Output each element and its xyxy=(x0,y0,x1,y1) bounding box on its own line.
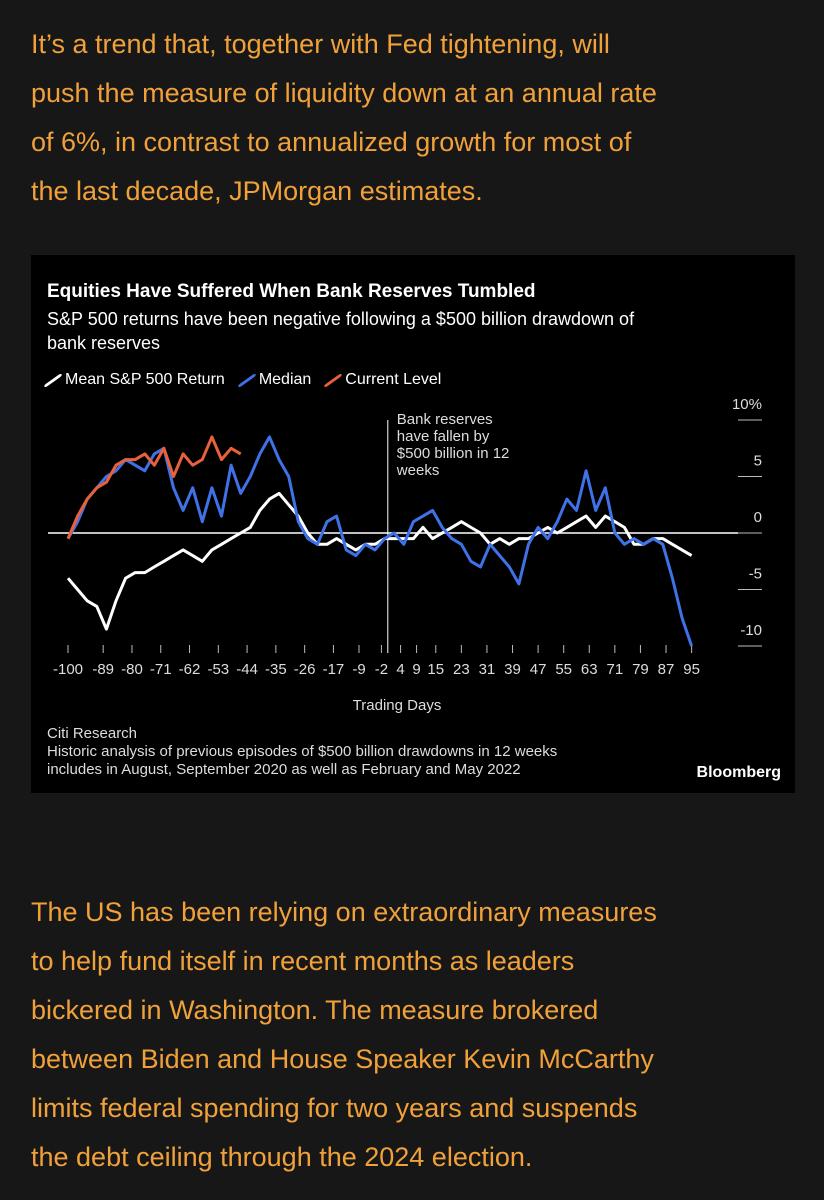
text-line: the last decade, JPMorgan estimates. xyxy=(31,176,483,206)
y-tick-label: 5 xyxy=(754,452,762,469)
text-line: the debt ceiling through the 2024 electi… xyxy=(31,1142,533,1172)
x-tick-label: 95 xyxy=(683,661,700,678)
x-tick-label: 63 xyxy=(581,661,598,678)
x-tick-label: -62 xyxy=(179,661,201,678)
legend-label: Mean S&P 500 Return xyxy=(65,371,225,388)
text-line: to help fund itself in recent months as … xyxy=(31,946,575,976)
x-tick-label: 79 xyxy=(632,661,649,678)
subtitle-line: S&P 500 returns have been negative follo… xyxy=(47,309,635,329)
x-tick-label: -35 xyxy=(265,661,287,678)
x-tick-label: -26 xyxy=(294,661,316,678)
series-line xyxy=(66,491,693,631)
subtitle-line: bank reserves xyxy=(47,333,161,353)
x-tick-label: -17 xyxy=(323,661,345,678)
y-tick-label: 0 xyxy=(754,509,762,526)
legend-item: Current Level xyxy=(323,371,442,389)
series-line xyxy=(66,435,242,540)
x-tick-label: 4 xyxy=(396,661,404,678)
text-line: The US has been relying on extraordinary… xyxy=(31,897,657,927)
text-line: It’s a trend that, together with Fed tig… xyxy=(31,29,610,59)
text-line: bickered in Washington. The measure brok… xyxy=(31,995,599,1025)
x-tick-label: -89 xyxy=(92,661,114,678)
note-line: includes in August, September 2020 as we… xyxy=(47,761,521,778)
outro-paragraph: The US has been relying on extraordinary… xyxy=(31,888,657,1182)
annotation-text: weeks xyxy=(396,462,440,479)
brand: Bloomberg xyxy=(696,764,781,781)
x-tick-label: -2 xyxy=(375,661,388,678)
x-tick-label: -80 xyxy=(121,661,143,678)
x-tick-label: 87 xyxy=(658,661,675,678)
legend-swatch xyxy=(237,372,257,388)
x-tick-label: 47 xyxy=(530,661,547,678)
x-tick-label: 39 xyxy=(504,661,521,678)
series-line xyxy=(66,435,694,647)
chart-card: 10% 5 0 -5 -10 -100 -89 -80 -71 -62 -53 -44 -35 -26 -1… xyxy=(31,255,795,793)
legend-item: Mean S&P 500 Return xyxy=(43,371,225,389)
intro-paragraph: It’s a trend that, together with Fed tig… xyxy=(31,20,657,216)
text-line: between Biden and House Speaker Kevin Mc… xyxy=(31,1044,654,1074)
y-tick-label: -10 xyxy=(740,622,762,639)
x-tick-label: -9 xyxy=(352,661,365,678)
x-tick-label: -44 xyxy=(236,661,258,678)
chart: 10% 5 0 -5 -10 -100 -89 -80 -71 -62 -53 -44 -35 -26 -1… xyxy=(48,396,762,714)
x-axis-label: Trading Days xyxy=(353,697,442,714)
x-tick-label: 71 xyxy=(607,661,624,678)
legend-swatch xyxy=(43,372,63,388)
legend-swatch xyxy=(323,372,343,388)
legend: Mean S&P 500 Return Median Current Level xyxy=(43,371,457,389)
x-tick-label: 31 xyxy=(479,661,496,678)
note-line: Historic analysis of previous episodes o… xyxy=(47,743,558,760)
text-line: of 6%, in contrast to annualized growth … xyxy=(31,127,632,157)
legend-label: Current Level xyxy=(345,371,442,388)
annotation-text: Bank reserves xyxy=(397,411,493,428)
legend-item: Median xyxy=(237,371,312,389)
annotation-text: $500 billion in 12 xyxy=(397,445,510,462)
x-tick-label: 55 xyxy=(555,661,572,678)
x-tick-label: 23 xyxy=(453,661,470,678)
text-line: limits federal spending for two years an… xyxy=(31,1093,638,1123)
source-name: Citi Research xyxy=(47,725,138,742)
x-tick-label: -100 xyxy=(53,661,83,678)
x-tick-label: 9 xyxy=(412,661,420,678)
text-line: push the measure of liquidity down at an… xyxy=(31,78,657,108)
legend-label: Median xyxy=(258,371,312,388)
source: Citi Research Historic analysis of previ… xyxy=(47,725,557,779)
x-tick-label: 15 xyxy=(427,661,444,678)
annotation-text: have fallen by xyxy=(397,428,490,445)
chart-subtitle: S&P 500 returns have been negative follo… xyxy=(47,307,634,355)
y-tick-label: -5 xyxy=(749,565,762,582)
x-tick-label: -71 xyxy=(150,661,172,678)
x-tick-label: -53 xyxy=(207,661,229,678)
y-tick-label: 10% xyxy=(732,396,762,413)
chart-title: Equities Have Suffered When Bank Reserve… xyxy=(47,281,536,302)
